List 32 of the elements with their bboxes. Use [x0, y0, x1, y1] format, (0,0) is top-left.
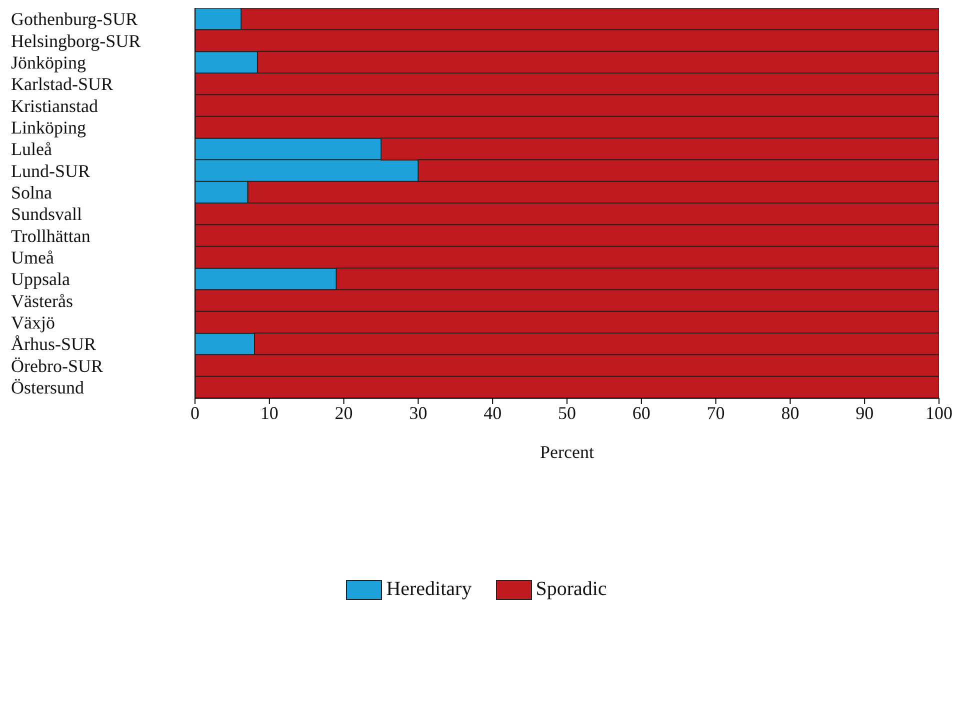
y-tick-label: Västerås [11, 290, 73, 311]
x-tick-label: 100 [926, 402, 952, 423]
y-tick-label: Växjö [11, 312, 55, 333]
y-tick-label: Karlstad-SUR [11, 74, 113, 94]
y-tick-label: Århus-SUR [11, 334, 96, 354]
y-tick-label: Örebro-SUR [11, 356, 103, 376]
y-tick-label: Helsingborg-SUR [11, 30, 141, 51]
y-tick-label: Umeå [11, 248, 54, 268]
x-axis-title: Percent [540, 442, 594, 462]
y-tick-label: Luleå [11, 139, 52, 160]
y-tick-label: Lund-SUR [11, 160, 90, 181]
x-tick-label: 70 [706, 402, 725, 423]
y-tick-label: Kristianstad [11, 96, 98, 116]
x-tick-label: 80 [781, 402, 800, 423]
y-tick-label: Östersund [11, 378, 84, 398]
x-tick-label: 60 [632, 402, 650, 423]
x-tick-label: 0 [190, 402, 200, 423]
legend-label: Sporadic [536, 578, 607, 601]
legend-label: Hereditary [386, 578, 472, 601]
x-tick-label: 40 [484, 402, 502, 423]
y-tick-label: Sundsvall [11, 204, 82, 224]
x-tick-label: 50 [558, 402, 576, 423]
x-tick-label: 30 [409, 402, 428, 423]
x-tick-label: 20 [334, 402, 353, 423]
y-tick-label: Trollhättan [11, 226, 90, 246]
y-tick-label: Linköping [11, 118, 86, 138]
y-tick-label: Uppsala [11, 269, 70, 290]
y-tick-label: Gothenburg-SUR [11, 9, 138, 30]
y-tick-label: Jönköping [11, 52, 86, 73]
y-tick-label: Solna [11, 182, 52, 203]
x-tick-label: 90 [856, 402, 874, 423]
x-tick-label: 10 [260, 402, 278, 423]
